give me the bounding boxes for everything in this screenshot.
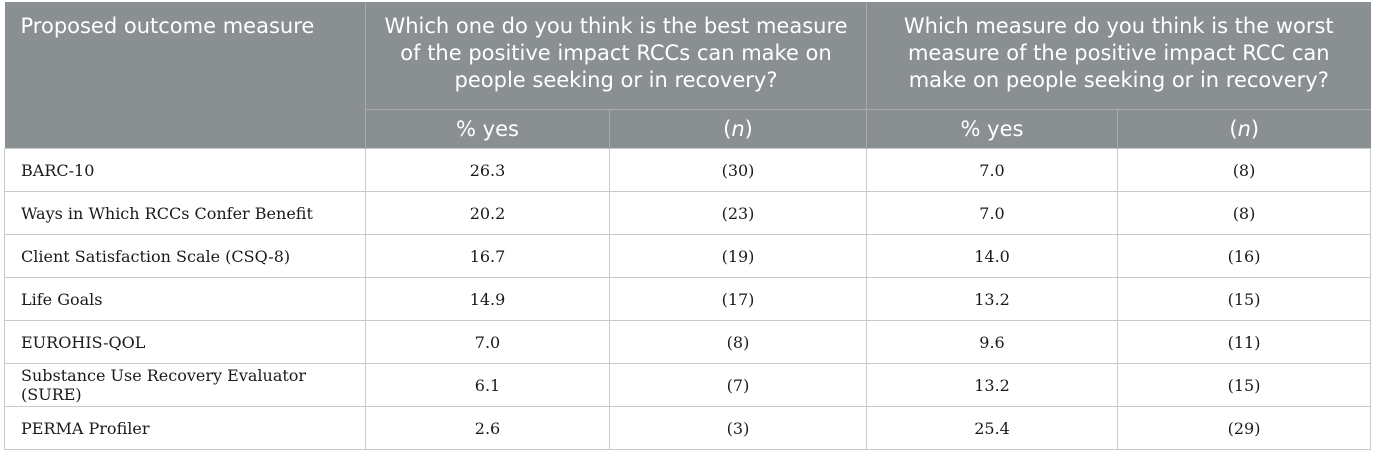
header-best-pct-yes: % yes xyxy=(365,109,610,149)
table-row: Ways in Which RCCs Confer Benefit 20.2 (… xyxy=(4,191,1372,235)
cell-measure: Substance Use Recovery Evaluator (SURE) xyxy=(4,363,366,407)
header-worst-n: (n) xyxy=(1117,109,1371,149)
cell-worst-pct: 9.6 xyxy=(866,320,1118,364)
cell-best-pct: 6.1 xyxy=(365,363,610,407)
cell-worst-pct: 7.0 xyxy=(866,148,1118,192)
cell-worst-n: (15) xyxy=(1117,363,1372,407)
n-open-paren: ( xyxy=(723,116,732,141)
header-best-measure-question: Which one do you think is the best measu… xyxy=(364,2,867,110)
cell-worst-pct: 7.0 xyxy=(866,191,1118,235)
header-row-subcolumns: % yes (n) % yes (n) xyxy=(4,109,1371,149)
cell-measure: BARC-10 xyxy=(4,148,366,192)
cell-worst-n: (11) xyxy=(1117,320,1372,364)
cell-measure: Life Goals xyxy=(4,277,366,321)
cell-measure: PERMA Profiler xyxy=(4,406,366,450)
cell-worst-pct: 14.0 xyxy=(866,234,1118,278)
table-row: EUROHIS-QOL 7.0 (8) 9.6 (11) xyxy=(4,320,1372,364)
cell-best-n: (17) xyxy=(608,277,867,321)
table-row: Substance Use Recovery Evaluator (SURE) … xyxy=(4,363,1372,407)
n-letter: n xyxy=(1237,116,1251,141)
header-proposed-outcome-measure: Proposed outcome measure xyxy=(4,2,366,110)
cell-best-n: (7) xyxy=(608,363,867,407)
cell-worst-n: (8) xyxy=(1117,148,1372,192)
cell-best-pct: 2.6 xyxy=(365,406,610,450)
outcome-measures-table: Proposed outcome measure Which one do yo… xyxy=(4,2,1372,450)
cell-worst-pct: 13.2 xyxy=(866,277,1118,321)
n-close-paren: ) xyxy=(1250,116,1260,141)
cell-worst-pct: 13.2 xyxy=(866,363,1118,407)
table-row: Life Goals 14.9 (17) 13.2 (15) xyxy=(4,277,1372,321)
header-best-n: (n) xyxy=(608,109,867,149)
cell-measure: Client Satisfaction Scale (CSQ-8) xyxy=(4,234,366,278)
cell-best-n: (19) xyxy=(608,234,867,278)
cell-best-n: (30) xyxy=(608,148,867,192)
cell-worst-n: (29) xyxy=(1117,406,1372,450)
n-letter: n xyxy=(731,116,745,141)
table-row: Client Satisfaction Scale (CSQ-8) 16.7 (… xyxy=(4,234,1372,278)
header-worst-measure-question: Which measure do you think is the worst … xyxy=(866,2,1371,110)
table-row: BARC-10 26.3 (30) 7.0 (8) xyxy=(4,148,1372,192)
cell-measure: Ways in Which RCCs Confer Benefit xyxy=(4,191,366,235)
cell-best-n: (3) xyxy=(608,406,867,450)
cell-best-pct: 26.3 xyxy=(365,148,610,192)
cell-best-pct: 16.7 xyxy=(365,234,610,278)
cell-worst-n: (16) xyxy=(1117,234,1372,278)
cell-best-pct: 7.0 xyxy=(365,320,610,364)
cell-best-n: (23) xyxy=(608,191,867,235)
cell-worst-pct: 25.4 xyxy=(866,406,1118,450)
cell-measure: EUROHIS-QOL xyxy=(4,320,366,364)
cell-worst-n: (15) xyxy=(1117,277,1372,321)
header-row-groups: Proposed outcome measure Which one do yo… xyxy=(4,2,1371,110)
n-close-paren: ) xyxy=(744,116,753,141)
cell-best-pct: 20.2 xyxy=(365,191,610,235)
table-row: PERMA Profiler 2.6 (3) 25.4 (29) xyxy=(4,406,1372,450)
table-body: BARC-10 26.3 (30) 7.0 (8) Ways in Which … xyxy=(4,148,1372,450)
cell-best-pct: 14.9 xyxy=(365,277,610,321)
cell-worst-n: (8) xyxy=(1117,191,1372,235)
header-worst-pct-yes: % yes xyxy=(866,109,1118,149)
table-header: Proposed outcome measure Which one do yo… xyxy=(4,2,1371,149)
cell-best-n: (8) xyxy=(608,320,867,364)
n-open-paren: ( xyxy=(1229,116,1238,141)
header-subcolumn-blank xyxy=(4,109,366,149)
outcome-measures-table-container: Proposed outcome measure Which one do yo… xyxy=(4,2,1372,450)
